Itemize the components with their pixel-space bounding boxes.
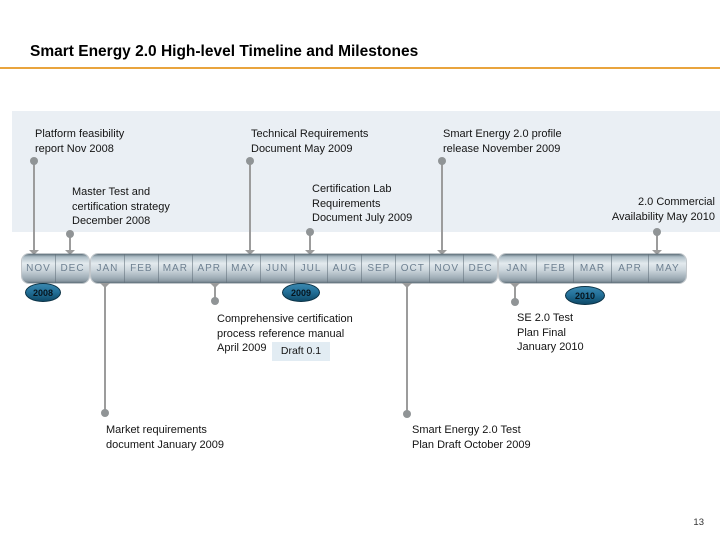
- month-cell: FEB: [123, 254, 158, 283]
- connector-arrow-icon: [510, 283, 520, 288]
- connector-se-test-plan-final: [510, 283, 520, 306]
- connector-arrow-icon: [245, 250, 255, 255]
- month-cell: APR: [191, 254, 226, 283]
- connector-arrow-icon: [437, 250, 447, 255]
- year-badge-2008: 2008: [25, 283, 61, 302]
- month-cell: JAN: [96, 263, 119, 274]
- month-cell: JUN: [259, 254, 294, 283]
- month-cell: JAN: [506, 263, 529, 274]
- milestone-se-test-plan-final: SE 2.0 Test Plan Final January 2010: [517, 312, 584, 353]
- connector-arrow-icon: [305, 250, 315, 255]
- month-cell: MAY: [225, 254, 260, 283]
- timeline-bar-2010: JAN FEB MAR APR MAY: [499, 254, 686, 283]
- month-cell: JUL: [293, 254, 328, 283]
- milestone-comprehensive-certification: Comprehensive certification process refe…: [217, 313, 353, 354]
- draft-version-badge: Draft 0.1: [272, 342, 330, 361]
- milestone-certification-lab: Certification Lab Requirements Document …: [312, 183, 413, 224]
- connector-dot: [653, 228, 661, 236]
- connector-comprehensive-certification: [210, 283, 220, 305]
- connector-dot: [101, 409, 109, 417]
- month-cell: AUG: [327, 254, 361, 283]
- connector-technical-requirements: [245, 157, 255, 255]
- milestone-commercial-availability: 2.0 Commercial Availability May 2010: [611, 196, 715, 223]
- milestone-band: [12, 111, 720, 232]
- connector-dot: [306, 228, 314, 236]
- year-badge-2009: 2009: [282, 283, 320, 302]
- connector-dot: [30, 157, 38, 165]
- milestone-test-plan-draft: Smart Energy 2.0 Test Plan Draft October…: [412, 424, 531, 451]
- month-cell: NOV: [429, 254, 463, 283]
- connector-arrow-icon: [210, 283, 220, 288]
- connector-arrow-icon: [100, 283, 110, 288]
- timeline-bar-2009: JAN FEB MAR APR MAY JUN JUL AUG SEP OCT …: [91, 254, 497, 283]
- timeline-bar-2008: NOV DEC: [22, 254, 89, 283]
- year-badge-2010: 2010: [565, 286, 605, 305]
- connector-arrow-icon: [29, 250, 39, 255]
- page-number: 13: [693, 517, 704, 528]
- month-cell: APR: [610, 254, 649, 283]
- connector-dot: [66, 230, 74, 238]
- connector-market-requirements: [100, 283, 110, 417]
- connector-dot: [438, 157, 446, 165]
- connector-dot: [511, 298, 519, 306]
- month-cell: FEB: [535, 254, 574, 283]
- connector-arrow-icon: [402, 283, 412, 288]
- connector-test-plan-draft: [402, 283, 412, 418]
- page-title: Smart Energy 2.0 High-level Timeline and…: [30, 43, 419, 60]
- month-cell: DEC: [463, 254, 497, 283]
- connector-dot: [211, 297, 219, 305]
- month-cell: MAY: [648, 254, 686, 283]
- month-cell: SEP: [361, 254, 395, 283]
- connector-profile-release: [437, 157, 447, 255]
- connector-certification-lab: [305, 228, 315, 255]
- connector-arrow-icon: [65, 250, 75, 255]
- connector-platform-feasibility: [29, 157, 39, 255]
- connector-arrow-icon: [652, 250, 662, 255]
- milestone-market-requirements: Market requirements document January 200…: [106, 424, 225, 451]
- connector-commercial-availability: [652, 228, 662, 255]
- month-cell: MAR: [573, 254, 611, 283]
- month-cell: DEC: [55, 254, 89, 283]
- milestone-technical-requirements: Technical Requirements Document May 2009: [251, 128, 369, 155]
- milestone-platform-feasibility: Platform feasibility report Nov 2008: [35, 128, 125, 155]
- connector-master-test: [65, 230, 75, 255]
- month-cell: NOV: [26, 263, 51, 274]
- title-accent-rule: [0, 67, 720, 69]
- month-cell: OCT: [395, 254, 429, 283]
- milestone-profile-release: Smart Energy 2.0 profile release Novembe…: [443, 128, 562, 155]
- month-cell: MAR: [157, 254, 192, 283]
- milestone-master-test: Master Test and certification strategy D…: [72, 186, 170, 227]
- connector-dot: [403, 410, 411, 418]
- connector-dot: [246, 157, 254, 165]
